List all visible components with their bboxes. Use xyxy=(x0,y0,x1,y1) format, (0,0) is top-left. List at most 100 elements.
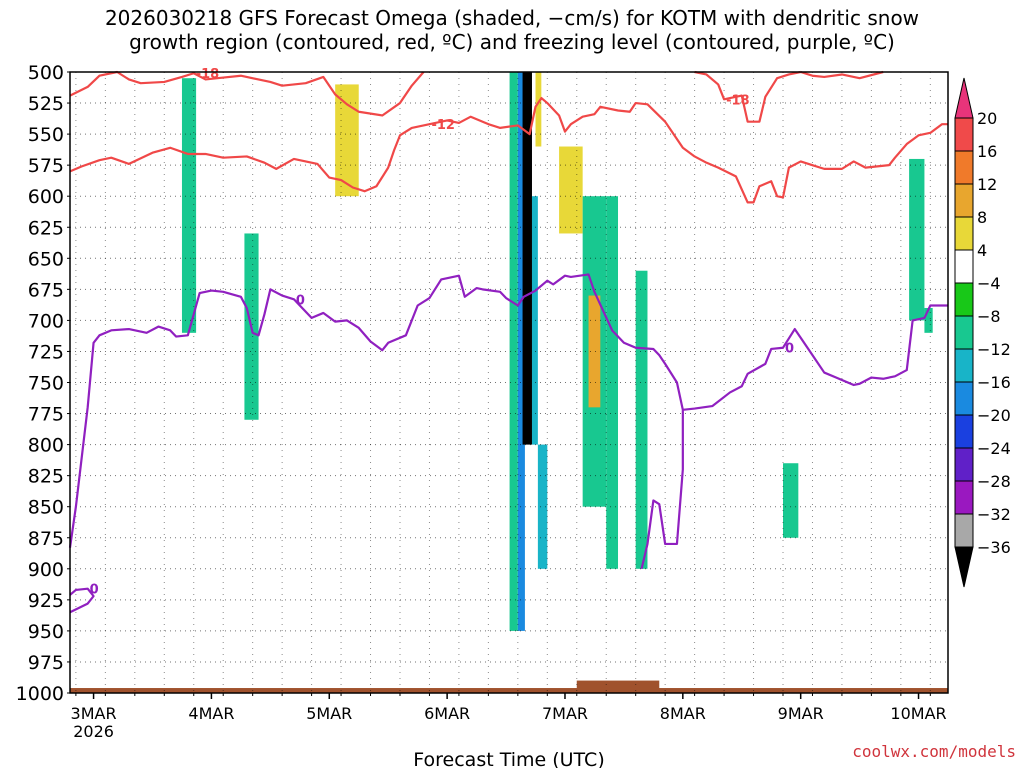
omega-cell xyxy=(588,295,601,408)
omega-cell xyxy=(458,72,471,222)
omega-cell xyxy=(181,78,197,333)
y-tick-label: 875 xyxy=(28,528,64,550)
omega-cell xyxy=(606,196,619,569)
colorbar-box xyxy=(954,414,974,449)
omega-cell xyxy=(541,72,560,147)
colorbar-label: 4 xyxy=(977,241,987,260)
colorbar-box xyxy=(954,183,974,218)
omega-cell xyxy=(783,463,799,538)
omega-cell xyxy=(909,158,925,321)
x-tick-label: 10MAR xyxy=(890,704,946,723)
y-tick-label: 950 xyxy=(28,621,64,643)
colorbar-arrow-top xyxy=(954,77,974,119)
freezing-contour-label: 0 xyxy=(785,342,794,357)
colorbar-box xyxy=(954,480,974,515)
y-tick-label: 750 xyxy=(28,373,64,395)
snow-contour-line xyxy=(694,70,801,123)
y-tick-label: 900 xyxy=(28,559,64,581)
omega-cell xyxy=(509,72,518,631)
y-tick-label: 625 xyxy=(28,217,64,239)
axes-layer: 500 525 550 575 600 625 650 675 700 725 750 775 800 8… xyxy=(16,62,949,768)
omega-cell xyxy=(205,72,218,308)
colorbar: 20 16 12 8 4 −4 −8 −12 −16 −20 −24 −28 −32 −36 xyxy=(954,77,1011,588)
omega-cell xyxy=(522,72,532,445)
omega-cell xyxy=(924,307,933,333)
colorbar-label: 8 xyxy=(977,208,987,227)
omega-cell xyxy=(482,72,495,147)
colorbar-box xyxy=(954,249,974,284)
y-tick-label: 675 xyxy=(28,279,64,301)
credit-text[interactable]: coolwx.com/models xyxy=(852,742,1016,761)
grid-layer xyxy=(70,72,948,693)
plot-frame xyxy=(69,71,949,694)
omega-cell xyxy=(618,221,630,445)
colorbar-label: 12 xyxy=(977,175,997,194)
omega-cell xyxy=(323,84,330,197)
x-tick-label: 3MAR xyxy=(71,704,117,723)
chart-title-line2: growth region (contoured, red, ºC) and f… xyxy=(129,30,895,54)
omega-cell xyxy=(894,320,907,482)
omega-cell xyxy=(517,72,525,631)
omega-cell xyxy=(364,72,377,246)
freezing-contour-label: 0 xyxy=(90,583,99,598)
colorbar-box xyxy=(954,447,974,482)
colorbar-box xyxy=(954,513,974,548)
colorbar-label: 16 xyxy=(977,142,997,161)
omega-cell xyxy=(531,196,538,445)
colorbar-label: −20 xyxy=(977,406,1011,425)
colorbar-label: −12 xyxy=(977,340,1011,359)
y-tick-label: 525 xyxy=(28,93,64,115)
snow-contour-label: -18 xyxy=(726,93,750,108)
chart-title-line1: 2026030218 GFS Forecast Omega (shaded, −… xyxy=(104,6,920,30)
y-tick-label: 600 xyxy=(28,186,64,208)
x-tick-label: 9MAR xyxy=(778,704,824,723)
chart-title: 2026030218 GFS Forecast Omega (shaded, −… xyxy=(0,6,1024,54)
omega-cell xyxy=(747,320,754,346)
omega-cell xyxy=(335,84,359,197)
omega-cell xyxy=(676,245,695,482)
freezing-contour-line xyxy=(68,273,684,570)
freezing-contour-line xyxy=(682,304,948,411)
ground-band xyxy=(70,688,948,693)
freezing-contour-label: 0 xyxy=(296,293,305,308)
x-tick-label: 4MAR xyxy=(188,704,234,723)
snow-contour-label: -12 xyxy=(431,118,455,133)
omega-cell xyxy=(282,134,289,222)
y-tick-label: 850 xyxy=(28,497,64,519)
y-tick-label: 575 xyxy=(28,155,64,177)
colorbar-box xyxy=(954,216,974,251)
colorbar-box xyxy=(954,150,974,185)
colorbar-box xyxy=(954,381,974,416)
colorbar-label: −8 xyxy=(977,307,1001,326)
colorbar-box xyxy=(954,282,974,317)
colorbar-box xyxy=(954,315,974,350)
freezing-contour-line xyxy=(69,587,95,614)
colorbar-label: −4 xyxy=(977,274,1001,293)
x-tick-label: 8MAR xyxy=(660,704,706,723)
y-tick-label: 550 xyxy=(28,124,64,146)
omega-cell xyxy=(382,96,398,321)
x-year-label: 2026 xyxy=(73,722,114,741)
x-tick-label: 5MAR xyxy=(306,704,352,723)
y-tick-label: 650 xyxy=(28,248,64,270)
colorbar-label: −24 xyxy=(977,439,1011,458)
y-tick-label: 775 xyxy=(28,404,64,426)
colorbar-label: −28 xyxy=(977,472,1011,491)
omega-cell xyxy=(346,221,359,321)
omega-cell xyxy=(635,270,648,569)
omega-cell xyxy=(906,307,919,371)
x-axis-label: Forecast Time (UTC) xyxy=(413,749,604,768)
colorbar-label: 20 xyxy=(977,109,997,128)
snow-contour-line xyxy=(69,70,425,117)
omega-cell xyxy=(535,72,542,147)
y-tick-label: 500 xyxy=(28,62,64,84)
omega-cell xyxy=(718,72,730,147)
y-tick-label: 825 xyxy=(28,466,64,488)
colorbar-box xyxy=(954,117,974,152)
omega-cell xyxy=(859,78,874,234)
y-tick-label: 1000 xyxy=(16,683,64,705)
colorbar-label: −32 xyxy=(977,505,1011,524)
colorbar-label: −36 xyxy=(977,538,1011,557)
omega-cell xyxy=(559,146,583,234)
